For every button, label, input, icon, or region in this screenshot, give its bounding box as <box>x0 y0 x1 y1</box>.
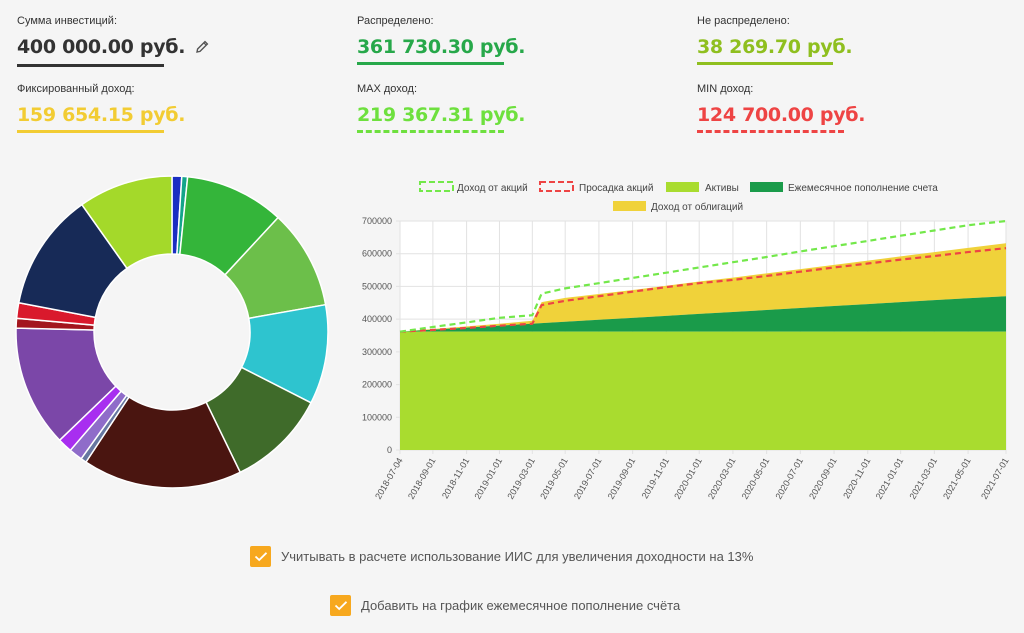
x-tick-7: 2019-09-01 <box>606 456 638 501</box>
x-tick-3: 2019-01-01 <box>473 456 505 501</box>
x-tick-12: 2020-07-01 <box>773 456 805 501</box>
line-stocks-drawdown <box>399 247 1007 333</box>
stat-invest-value: 400 000.00 руб. <box>17 36 209 60</box>
area-monthly <box>400 296 1006 332</box>
stat-fixed-underline <box>17 130 164 133</box>
x-tick-13: 2020-09-01 <box>807 456 839 501</box>
stat-max-value: 219 367.31 руб. <box>357 104 526 126</box>
x-tick-9: 2020-01-01 <box>672 456 704 501</box>
x-tick-14: 2020-11-01 <box>841 456 872 500</box>
y-tick-6: 600000 <box>362 249 392 259</box>
area-bonds <box>400 243 1006 332</box>
area-chart: Доход от акций Просадка акций Активы Ежемес… <box>362 181 1011 501</box>
stat-fixed-value: 159 654.15 руб. <box>17 104 186 126</box>
x-tick-17: 2021-05-01 <box>941 456 973 501</box>
stat-invest-value-text: 400 000.00 руб. <box>17 36 186 58</box>
y-tick-1: 100000 <box>362 412 392 422</box>
stat-min-value: 124 700.00 руб. <box>697 104 866 126</box>
x-tick-18: 2021-07-01 <box>979 456 1011 501</box>
stat-min-underline <box>697 130 844 133</box>
legend-label-3: Ежемесячное пополнение счета <box>788 183 938 194</box>
stat-distributed-label: Распределено: <box>357 15 434 27</box>
stat-distributed: Распределено: 361 730.30 руб. <box>357 15 525 65</box>
donut-chart <box>15 175 329 489</box>
stat-fixed-label: Фиксированный доход: <box>17 83 135 95</box>
check-icon <box>254 552 267 562</box>
line-stocks-income <box>399 219 1007 333</box>
check-icon <box>334 601 347 611</box>
legend-label-0: Доход от акций <box>457 183 528 194</box>
x-tick-4: 2019-03-01 <box>505 456 537 501</box>
y-tick-2: 200000 <box>362 380 392 390</box>
iis-checkbox[interactable] <box>250 546 271 567</box>
legend-item-1[interactable]: Просадка акций <box>539 181 653 194</box>
stat-distributed-underline <box>357 62 504 65</box>
stat-distributed-value: 361 730.30 руб. <box>357 36 526 58</box>
stat-undistributed-label: Не распределено: <box>697 15 790 27</box>
x-tick-15: 2021-01-01 <box>874 456 906 501</box>
y-tick-4: 400000 <box>362 314 392 324</box>
stat-invest-underline <box>17 64 164 67</box>
x-tick-11: 2020-05-01 <box>740 456 772 501</box>
x-tick-10: 2020-03-01 <box>706 456 738 501</box>
legend-swatch-1 <box>539 181 574 192</box>
option-iis[interactable]: Учитывать в расчете использование ИИС дл… <box>250 546 753 567</box>
legend-label-2: Активы <box>705 183 739 194</box>
donut-slice-14[interactable] <box>80 175 173 270</box>
stat-min-label: MIN доход: <box>697 83 754 95</box>
monthly-checkbox[interactable] <box>330 595 351 616</box>
legend-swatch-4 <box>613 201 646 211</box>
y-tick-0: 0 <box>387 445 392 455</box>
stat-undistributed-underline <box>697 62 833 65</box>
option-monthly[interactable]: Добавить на график ежемесячное пополнени… <box>330 595 680 616</box>
area-assets <box>400 331 1006 450</box>
x-tick-0: 2018-07-04 <box>373 456 405 501</box>
legend-item-2[interactable]: Активы <box>666 182 739 194</box>
stat-max: MAX доход: 219 367.31 руб. <box>357 83 525 133</box>
x-tick-8: 2019-11-01 <box>640 456 671 500</box>
legend-swatch-2 <box>666 182 699 192</box>
legend-swatch-3 <box>750 182 783 192</box>
stat-fixed: Фиксированный доход: 159 654.15 руб. <box>17 83 185 133</box>
pencil-icon[interactable] <box>195 38 209 60</box>
x-tick-2: 2018-11-01 <box>440 456 471 500</box>
y-tick-3: 300000 <box>362 347 392 357</box>
iis-label: Учитывать в расчете использование ИИС дл… <box>281 549 754 564</box>
legend-label-1: Просадка акций <box>579 183 653 194</box>
stat-invest-label: Сумма инвестиций: <box>17 15 118 27</box>
legend-item-4[interactable]: Доход от облигаций <box>613 201 743 213</box>
x-tick-6: 2019-07-01 <box>572 456 604 501</box>
x-tick-5: 2019-05-01 <box>538 456 570 501</box>
x-tick-1: 2018-09-01 <box>406 456 438 501</box>
monthly-label: Добавить на график ежемесячное пополнени… <box>361 598 681 613</box>
stat-invest: Сумма инвестиций: 400 000.00 руб. <box>17 15 209 67</box>
stat-max-underline <box>357 130 504 133</box>
legend-item-0[interactable]: Доход от акций <box>419 181 528 194</box>
legend-swatch-0 <box>419 181 454 192</box>
x-tick-16: 2021-03-01 <box>907 456 939 501</box>
legend-label-4: Доход от облигаций <box>651 201 743 213</box>
stat-min: MIN доход: 124 700.00 руб. <box>697 83 865 133</box>
donut-slice-6[interactable] <box>84 396 242 489</box>
legend-item-3[interactable]: Ежемесячное пополнение счета <box>750 182 938 194</box>
stat-undistributed: Не распределено: 38 269.70 руб. <box>697 15 853 65</box>
stat-max-label: MAX доход: <box>357 83 418 95</box>
stat-undistributed-value: 38 269.70 руб. <box>697 36 853 58</box>
y-tick-5: 500000 <box>362 281 392 291</box>
y-tick-7: 700000 <box>362 216 392 226</box>
